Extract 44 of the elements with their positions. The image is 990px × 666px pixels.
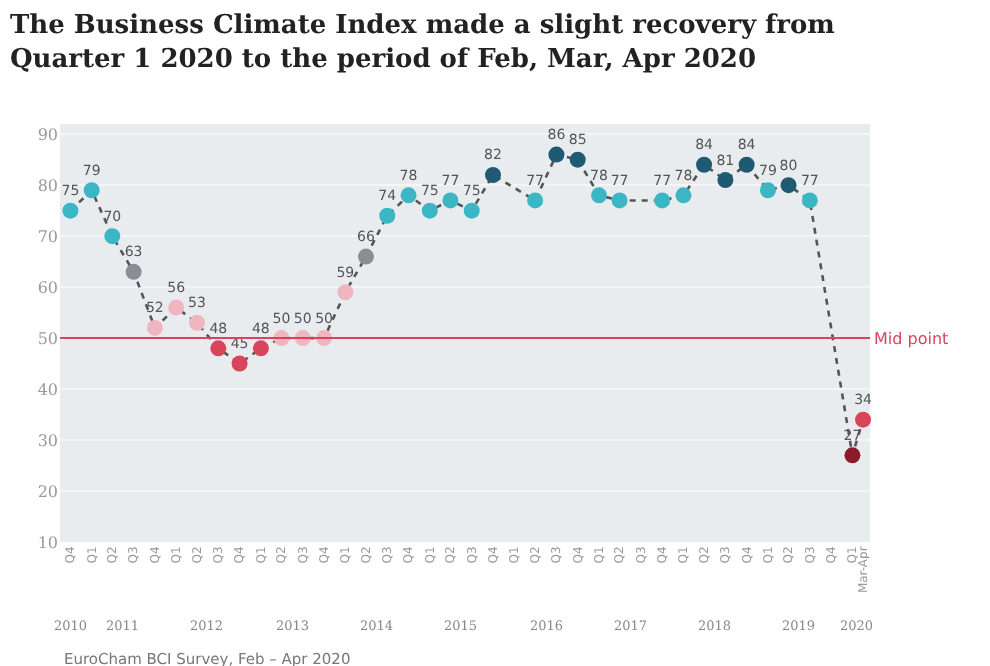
- y-tick-label: 50: [37, 329, 58, 348]
- point: [189, 314, 205, 331]
- point: [654, 192, 671, 209]
- point: [168, 299, 185, 316]
- point: [231, 355, 248, 372]
- y-tick-label: 70: [37, 227, 58, 246]
- chart-title: The Business Climate Index made a slight recovery from Quarter 1 2020 to the period of Feb, Mar, Apr 2020: [9, 11, 836, 76]
- point: [548, 146, 565, 163]
- point: [675, 187, 692, 204]
- point: [591, 187, 607, 204]
- point: [485, 166, 501, 183]
- point: [855, 411, 872, 428]
- point: [357, 248, 374, 265]
- point: [463, 202, 480, 219]
- y-tick-label: 10: [37, 533, 58, 552]
- point: [62, 202, 79, 219]
- point: [421, 202, 438, 219]
- point: [379, 207, 396, 224]
- point: [738, 156, 755, 173]
- point: [125, 263, 142, 280]
- point: [146, 319, 163, 336]
- point: [337, 284, 354, 301]
- point: [696, 156, 713, 173]
- point: [717, 172, 734, 189]
- point: [252, 340, 269, 357]
- point: [442, 192, 459, 209]
- point: [611, 192, 628, 209]
- y-tick-label: 40: [37, 380, 58, 399]
- y-tick-label: 60: [37, 278, 58, 297]
- point: [844, 447, 861, 464]
- point: [759, 182, 776, 199]
- y-tick-label: 80: [37, 176, 58, 195]
- point: [400, 187, 417, 204]
- y-tick-label: 30: [37, 431, 58, 450]
- point: [780, 177, 797, 194]
- ref-line-label: Mid point: [874, 330, 949, 348]
- point: [83, 182, 100, 199]
- point: [104, 228, 121, 245]
- point: [569, 151, 586, 168]
- y-tick-label: 20: [37, 482, 58, 501]
- y-tick-label: 90: [37, 125, 58, 144]
- point: [527, 192, 544, 209]
- point: [210, 340, 227, 357]
- point: [801, 192, 818, 209]
